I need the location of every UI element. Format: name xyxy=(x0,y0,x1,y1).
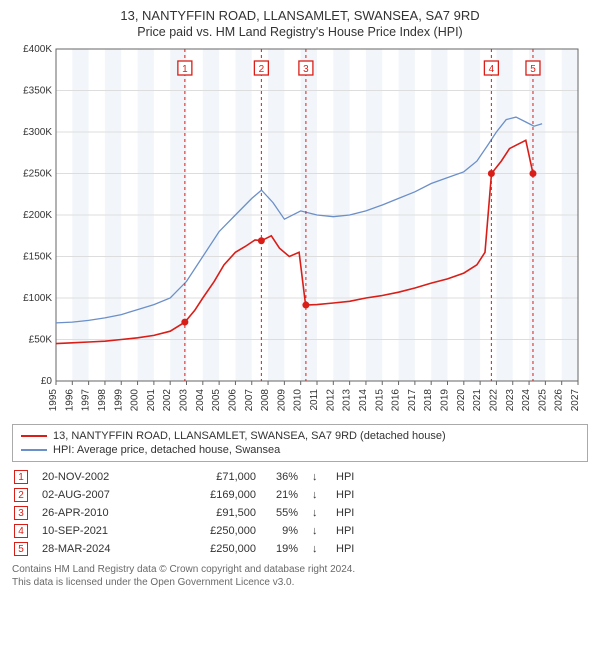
tx-marker: 2 xyxy=(14,488,28,502)
x-tick-label: 2010 xyxy=(293,389,304,412)
tx-direction-icon: ↓ xyxy=(312,525,322,537)
y-tick-label: £350K xyxy=(23,86,52,97)
tx-vs-label: HPI xyxy=(336,471,354,483)
tx-gap-pct: 36% xyxy=(270,471,298,483)
tx-price: £91,500 xyxy=(166,507,256,519)
transactions-table: 1 20-NOV-2002 £71,000 36% ↓ HPI 2 02-AUG-2007 £1… xyxy=(14,468,588,558)
x-tick-label: 2015 xyxy=(374,389,385,412)
tx-price: £250,000 xyxy=(166,543,256,555)
tx-marker-label: 4 xyxy=(489,64,495,75)
x-tick-label: 2017 xyxy=(407,389,418,412)
x-tick-label: 1995 xyxy=(48,389,59,412)
legend-item: HPI: Average price, detached house, Swan… xyxy=(21,443,579,457)
x-tick-label: 1998 xyxy=(97,389,108,412)
tx-marker-label: 3 xyxy=(303,64,309,75)
tx-marker: 3 xyxy=(14,506,28,520)
tx-date: 10-SEP-2021 xyxy=(42,525,152,537)
footer: Contains HM Land Registry data © Crown c… xyxy=(12,564,588,589)
tx-marker: 5 xyxy=(14,542,28,556)
tx-vs-label: HPI xyxy=(336,507,354,519)
x-tick-label: 2008 xyxy=(260,389,271,412)
x-tick-label: 2018 xyxy=(423,389,434,412)
y-tick-label: £150K xyxy=(23,252,52,263)
x-tick-label: 2016 xyxy=(391,389,402,412)
transaction-row: 5 28-MAR-2024 £250,000 19% ↓ HPI xyxy=(14,540,588,558)
tx-price: £169,000 xyxy=(166,489,256,501)
x-tick-label: 2013 xyxy=(342,389,353,412)
x-tick-label: 2007 xyxy=(244,389,255,412)
tx-price: £71,000 xyxy=(166,471,256,483)
x-tick-label: 2026 xyxy=(554,389,565,412)
x-tick-label: 2006 xyxy=(227,389,238,412)
footer-line: This data is licensed under the Open Gov… xyxy=(12,577,588,590)
legend-label: HPI: Average price, detached house, Swan… xyxy=(53,444,280,456)
x-tick-label: 2000 xyxy=(130,389,141,412)
chart: £0 £50K £100K £150K £200K £250K £300K £350K £400… xyxy=(12,45,588,418)
tx-marker-label: 5 xyxy=(530,64,536,75)
y-tick-label: £200K xyxy=(23,210,52,221)
x-tick-label: 2020 xyxy=(456,389,467,412)
tx-direction-icon: ↓ xyxy=(312,507,322,519)
page-title: 13, NANTYFFIN ROAD, LLANSAMLET, SWANSEA,… xyxy=(12,8,588,23)
y-tick-label: £50K xyxy=(29,335,53,346)
tx-gap-pct: 9% xyxy=(270,525,298,537)
tx-gap-pct: 21% xyxy=(270,489,298,501)
x-tick-label: 2009 xyxy=(276,389,287,412)
tx-marker: 1 xyxy=(14,470,28,484)
x-tick-label: 2014 xyxy=(358,389,369,412)
x-tick-label: 1996 xyxy=(64,389,75,412)
tx-date: 20-NOV-2002 xyxy=(42,471,152,483)
tx-direction-icon: ↓ xyxy=(312,489,322,501)
tx-gap-pct: 55% xyxy=(270,507,298,519)
x-tick-label: 2021 xyxy=(472,389,483,412)
tx-date: 26-APR-2010 xyxy=(42,507,152,519)
tx-marker-label: 1 xyxy=(182,64,188,75)
x-tick-label: 2023 xyxy=(505,389,516,412)
transaction-row: 2 02-AUG-2007 £169,000 21% ↓ HPI xyxy=(14,486,588,504)
transaction-row: 3 26-APR-2010 £91,500 55% ↓ HPI xyxy=(14,504,588,522)
y-tick-label: £300K xyxy=(23,127,52,138)
y-tick-label: £400K xyxy=(23,45,52,55)
y-tick-label: £0 xyxy=(41,376,53,387)
tx-direction-icon: ↓ xyxy=(312,471,322,483)
x-tick-label: 2019 xyxy=(440,389,451,412)
x-tick-label: 2003 xyxy=(179,389,190,412)
legend-swatch xyxy=(21,435,47,437)
x-tick-label: 2025 xyxy=(537,389,548,412)
x-tick-label: 2024 xyxy=(521,389,532,412)
tx-vs-label: HPI xyxy=(336,543,354,555)
x-tick-label: 2011 xyxy=(309,389,320,411)
x-tick-label: 2005 xyxy=(211,389,222,412)
tx-vs-label: HPI xyxy=(336,489,354,501)
y-tick-label: £250K xyxy=(23,169,52,180)
tx-price: £250,000 xyxy=(166,525,256,537)
x-tick-label: 2002 xyxy=(162,389,173,412)
legend-swatch xyxy=(21,449,47,451)
legend-label: 13, NANTYFFIN ROAD, LLANSAMLET, SWANSEA,… xyxy=(53,430,446,442)
x-tick-label: 2001 xyxy=(146,389,157,412)
tx-date: 02-AUG-2007 xyxy=(42,489,152,501)
legend: 13, NANTYFFIN ROAD, LLANSAMLET, SWANSEA,… xyxy=(12,424,588,462)
tx-direction-icon: ↓ xyxy=(312,543,322,555)
x-tick-label: 1999 xyxy=(113,389,124,412)
y-tick-label: £100K xyxy=(23,293,52,304)
tx-date: 28-MAR-2024 xyxy=(42,543,152,555)
page-subtitle: Price paid vs. HM Land Registry's House … xyxy=(12,25,588,39)
transaction-row: 1 20-NOV-2002 £71,000 36% ↓ HPI xyxy=(14,468,588,486)
footer-line: Contains HM Land Registry data © Crown c… xyxy=(12,564,588,577)
x-tick-label: 2012 xyxy=(325,389,336,412)
page: 13, NANTYFFIN ROAD, LLANSAMLET, SWANSEA,… xyxy=(0,0,600,599)
x-tick-label: 2027 xyxy=(570,389,581,412)
tx-marker-label: 2 xyxy=(259,64,265,75)
chart-svg: £0 £50K £100K £150K £200K £250K £300K £350K £400… xyxy=(12,45,588,415)
x-tick-label: 2022 xyxy=(488,389,499,412)
x-tick-label: 1997 xyxy=(81,389,92,412)
tx-gap-pct: 19% xyxy=(270,543,298,555)
tx-marker: 4 xyxy=(14,524,28,538)
x-tick-label: 2004 xyxy=(195,389,206,412)
transaction-row: 4 10-SEP-2021 £250,000 9% ↓ HPI xyxy=(14,522,588,540)
tx-vs-label: HPI xyxy=(336,525,354,537)
legend-item: 13, NANTYFFIN ROAD, LLANSAMLET, SWANSEA,… xyxy=(21,429,579,443)
